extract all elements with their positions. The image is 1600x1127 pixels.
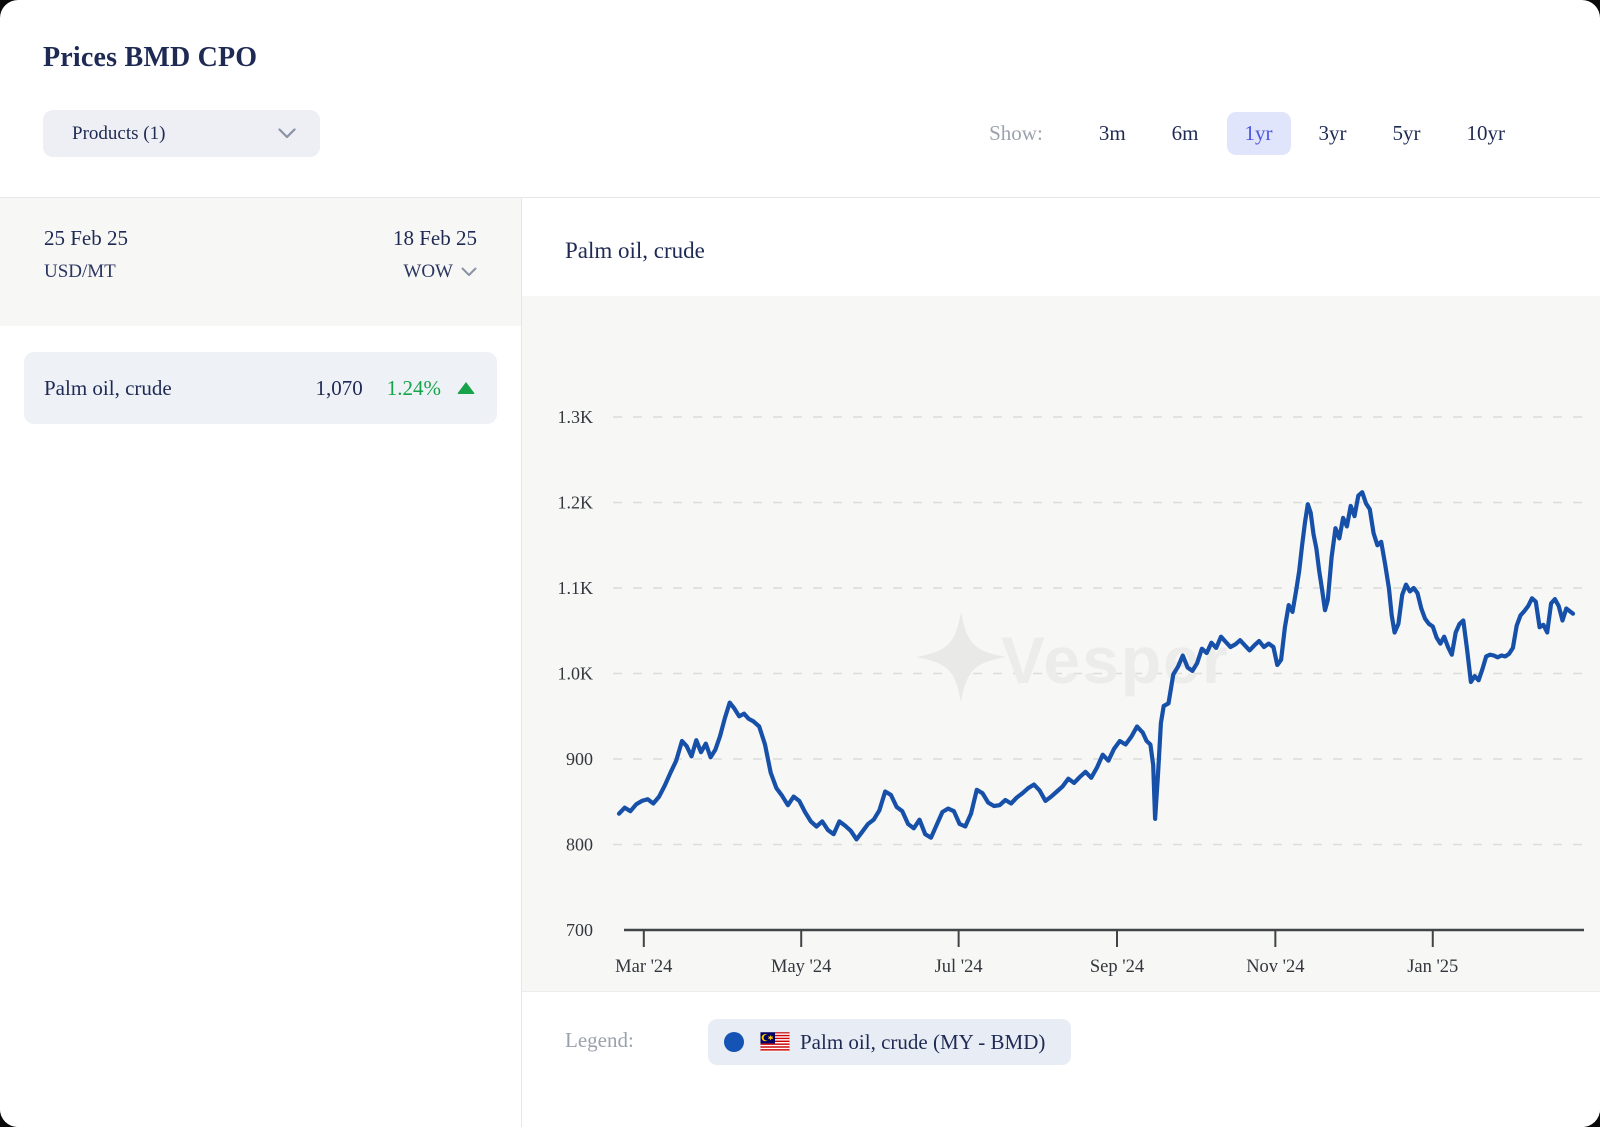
legend-series-name: Palm oil, crude (MY - BMD) [800, 1029, 1046, 1054]
compare-mode-dropdown[interactable]: WOW [403, 261, 477, 283]
svg-text:Sep '24: Sep '24 [1090, 957, 1144, 977]
product-row[interactable]: Palm oil, crude 1,070 1.24% [24, 352, 497, 424]
svg-text:900: 900 [566, 749, 593, 769]
legend-dot [724, 1032, 744, 1052]
range-3m[interactable]: 3m [1081, 112, 1144, 155]
products-dropdown[interactable]: Products (1) [43, 110, 320, 157]
range-1yr[interactable]: 1yr [1226, 112, 1291, 155]
legend-strip: Legend: Palm oi [522, 991, 1600, 1127]
header-divider [0, 197, 1600, 198]
show-label: Show: [989, 121, 1043, 145]
range-10yr[interactable]: 10yr [1449, 112, 1524, 155]
svg-text:700: 700 [566, 920, 593, 940]
panel-divider [521, 198, 522, 1127]
price-chart[interactable]: 700 800 900 1.0K 1.1K 1.2K 1.3K Vesper Mar '24 Ma… [522, 296, 1600, 991]
product-change-percent: 1.24% [386, 375, 441, 400]
range-5yr[interactable]: 5yr [1375, 112, 1439, 155]
product-name: Palm oil, crude [44, 375, 172, 400]
malaysia-flag-icon [760, 1032, 790, 1052]
svg-text:1.0K: 1.0K [558, 664, 594, 684]
range-3yr[interactable]: 3yr [1301, 112, 1365, 155]
svg-text:Vesper: Vesper [1001, 623, 1230, 697]
legend-label: Legend: [565, 1028, 634, 1052]
range-6m[interactable]: 6m [1154, 112, 1217, 155]
legend-item[interactable]: Palm oil, crude (MY - BMD) [708, 1019, 1072, 1065]
chevron-down-icon [461, 267, 477, 276]
svg-text:May '24: May '24 [771, 957, 831, 977]
page-title: Prices BMD CPO [43, 42, 258, 73]
chart-title: Palm oil, crude [565, 238, 705, 263]
svg-text:Nov '24: Nov '24 [1246, 957, 1304, 977]
product-price: 1,070 [315, 375, 363, 400]
compare-mode-label: WOW [403, 261, 453, 282]
svg-text:1.2K: 1.2K [558, 493, 594, 513]
svg-text:1.1K: 1.1K [558, 578, 594, 598]
products-dropdown-label: Products (1) [72, 122, 166, 144]
svg-text:800: 800 [566, 835, 593, 855]
price-table-header: 25 Feb 25 18 Feb 25 USD/MT WOW [0, 198, 521, 326]
svg-text:Jan '25: Jan '25 [1407, 957, 1458, 977]
chevron-down-icon [278, 128, 296, 139]
compare-date-label: 18 Feb 25 [393, 226, 477, 250]
unit-label: USD/MT [44, 261, 116, 282]
svg-text:Jul '24: Jul '24 [935, 957, 983, 977]
current-date-label: 25 Feb 25 [44, 226, 128, 250]
range-selector: Show: 3m 6m 1yr 3yr 5yr 10yr [989, 112, 1523, 155]
svg-text:1.3K: 1.3K [558, 407, 594, 427]
chart-background [522, 296, 1600, 991]
chart-panel: Palm oil, crude 700 800 900 1.0K 1.1K 1.2K 1.3… [522, 198, 1600, 1127]
svg-text:Mar '24: Mar '24 [615, 957, 672, 977]
arrow-up-icon [457, 382, 475, 394]
price-table-panel: 25 Feb 25 18 Feb 25 USD/MT WOW Palm oil,… [0, 198, 521, 1127]
